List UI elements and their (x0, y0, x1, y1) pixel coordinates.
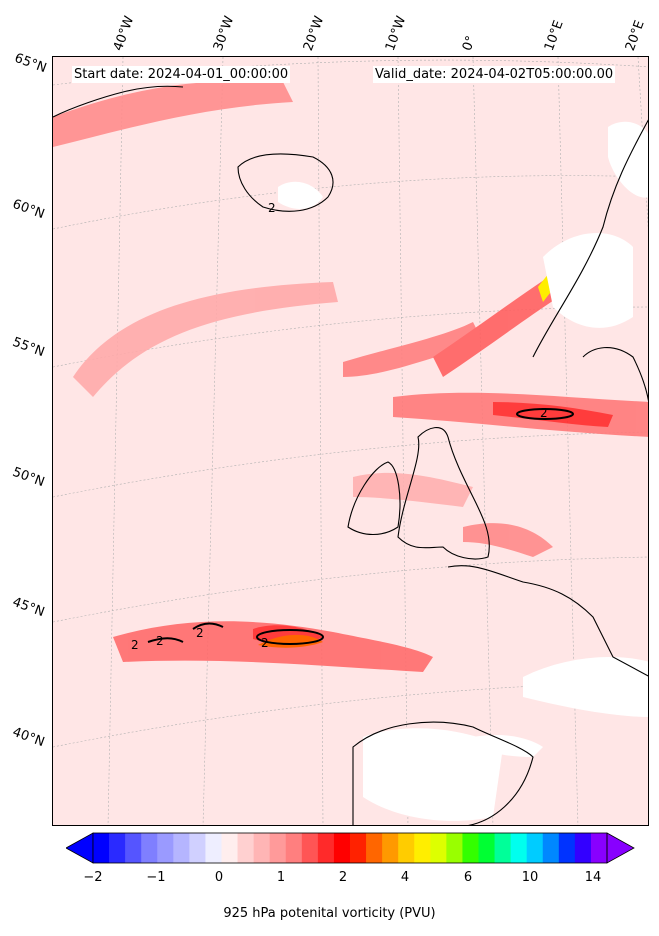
longitude-label: 30°W (210, 14, 238, 53)
latitude-label: 65°N (12, 50, 49, 77)
colorbar-swatch (494, 833, 512, 863)
latitude-label: 40°N (10, 724, 47, 751)
contour-labels: 2 2 2 2 2 2 (131, 201, 548, 652)
pv-shading (53, 80, 648, 672)
longitude-label: 10°W (382, 14, 410, 53)
colorbar-tick: 6 (463, 870, 473, 885)
graticule (53, 57, 648, 825)
valid-date-label: Valid_date: 2024-04-02T05:00:00.00 (373, 66, 616, 83)
longitude-label: 0° (459, 33, 480, 53)
colorbar-tick: −1 (146, 870, 166, 885)
colorbar-swatch (205, 833, 222, 863)
colorbar-swatch (253, 833, 271, 863)
coastlines (53, 85, 648, 825)
colorbar-extend-max (606, 832, 635, 864)
colorbar-tick: 10 (521, 870, 539, 885)
colorbar-swatch (478, 833, 496, 863)
colorbar-swatch (221, 833, 239, 863)
pv-field-background (53, 57, 648, 825)
contour-label: 2 (156, 634, 164, 648)
longitude-label: 10°E (541, 18, 567, 53)
colorbar-swatch (574, 833, 592, 863)
colorbar-swatch (269, 833, 287, 863)
longitude-label: 20°W (300, 14, 328, 53)
map-canvas: 2 2 2 2 2 2 (53, 57, 648, 825)
contour-label: 2 (196, 626, 204, 640)
colorbar-swatch (333, 833, 351, 863)
latitude-label: 45°N (10, 594, 47, 621)
colorbar-tick: 14 (584, 870, 602, 885)
contour-label: 2 (261, 636, 269, 650)
colorbar-swatch (398, 833, 415, 863)
latitude-label: 50°N (10, 464, 47, 491)
colorbar-border (92, 832, 608, 864)
colorbar-swatch (285, 833, 303, 863)
colorbar-swatch (366, 833, 383, 863)
colorbar-swatch (141, 833, 158, 863)
contour-label: 2 (540, 406, 548, 420)
colorbar-tick: −2 (83, 870, 103, 885)
masked-terrain (278, 121, 648, 821)
map-panel: 2 2 2 2 2 2 (52, 56, 649, 826)
colorbar-tick: 4 (400, 870, 410, 885)
colorbar-swatch (558, 833, 576, 863)
colorbar-swatch (350, 833, 367, 863)
colorbar-swatch (542, 833, 560, 863)
latitude-label: 55°N (10, 334, 47, 361)
contour-label: 2 (131, 638, 139, 652)
start-date-label: Start date: 2024-04-01_00:00:00 (72, 66, 291, 83)
colorbar-label: 925 hPa potenital vorticity (PVU) (223, 906, 436, 921)
pv-max-atlantic (258, 634, 323, 648)
longitude-label: 20°E (622, 18, 648, 53)
colorbar-extend-min (66, 832, 94, 864)
colorbar-swatch (526, 833, 544, 863)
colorbar-swatch (237, 833, 255, 863)
colorbar-swatch (157, 833, 174, 863)
colorbar-swatch (414, 833, 431, 863)
pv-contours (147, 408, 574, 645)
colorbar (66, 832, 635, 864)
colorbar-swatch (510, 833, 528, 863)
colorbar-swatch (189, 833, 206, 863)
colorbar-swatch (446, 833, 463, 863)
colorbar-swatch (93, 833, 110, 863)
colorbar-swatch (430, 833, 447, 863)
colorbar-tick: 0 (214, 870, 224, 885)
colorbar-swatch (109, 833, 126, 863)
colorbar-swatch (590, 833, 608, 863)
contour-label: 2 (268, 201, 276, 215)
colorbar-swatch (173, 833, 190, 863)
colorbar-swatch (317, 833, 335, 863)
colorbar-swatch (382, 833, 399, 863)
colorbar-tick: 1 (276, 870, 286, 885)
colorbar-swatch (125, 833, 142, 863)
colorbar-swatch (301, 833, 319, 863)
latitude-label: 60°N (10, 196, 47, 223)
colorbar-swatch (462, 833, 479, 863)
colorbar-tick: 2 (338, 870, 348, 885)
longitude-label: 40°W (110, 14, 138, 53)
